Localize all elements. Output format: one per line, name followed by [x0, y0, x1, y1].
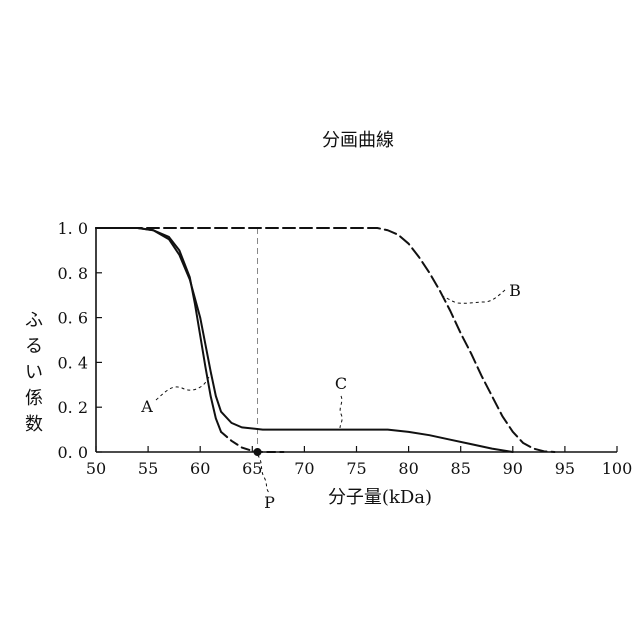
- x-tick-label: 60: [190, 459, 210, 478]
- y-tick-label: 0. 0: [57, 443, 88, 462]
- y-tick-label: 0. 4: [57, 353, 88, 372]
- x-tick-label: 100: [602, 459, 633, 478]
- x-tick-label: 65: [242, 459, 262, 478]
- y-axis-label-char: 係: [25, 388, 43, 409]
- y-tick-label: 0. 2: [57, 398, 88, 417]
- x-tick-label: 55: [138, 459, 158, 478]
- series-group: [96, 228, 554, 452]
- series-label-a: A: [140, 397, 153, 416]
- y-axis-label-char: 数: [25, 414, 43, 435]
- point-p-marker: [254, 448, 262, 456]
- x-tick-label: 90: [503, 459, 523, 478]
- leader-b: [442, 290, 505, 303]
- series-label-p: P: [264, 493, 275, 512]
- leader-c: [340, 396, 342, 428]
- y-axis-label-char: い: [25, 362, 43, 383]
- series-label-c: C: [335, 374, 347, 393]
- series-line-c: [96, 228, 513, 452]
- y-axis-label: ふるい係数: [25, 310, 43, 435]
- x-tick-label: 80: [398, 459, 418, 478]
- x-tick-label: 75: [346, 459, 366, 478]
- x-tick-group: 50 55 60 65 70 75 80 85 90 95 100: [86, 446, 632, 478]
- x-tick-label: 95: [555, 459, 575, 478]
- chart-title: 分画曲線: [322, 130, 394, 151]
- series-line-b: [96, 228, 554, 452]
- series-label-b: B: [509, 281, 521, 300]
- x-tick-label: 50: [86, 459, 106, 478]
- y-tick-label: 0. 8: [57, 264, 88, 283]
- x-tick-label: 85: [451, 459, 471, 478]
- x-tick-label: 70: [294, 459, 314, 478]
- x-axis-label: 分子量(kDa): [328, 487, 432, 508]
- leader-a: [156, 374, 211, 400]
- y-axis-label-char: る: [25, 336, 43, 357]
- y-tick-label: 0. 6: [57, 309, 88, 328]
- y-tick-label: 1. 0: [57, 219, 88, 238]
- y-axis-label-char: ふ: [25, 310, 43, 331]
